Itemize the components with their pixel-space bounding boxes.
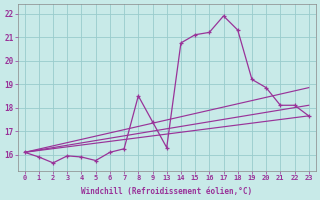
X-axis label: Windchill (Refroidissement éolien,°C): Windchill (Refroidissement éolien,°C) <box>81 187 252 196</box>
